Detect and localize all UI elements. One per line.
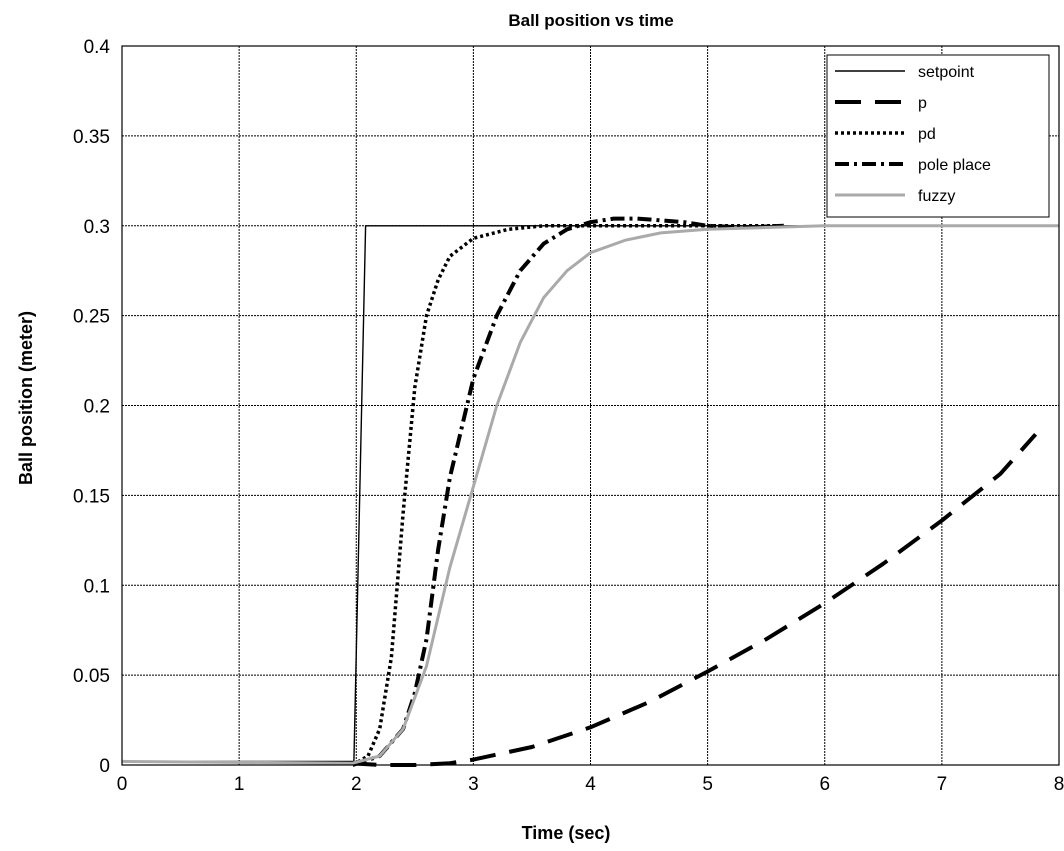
y-tick-label: 0.15 [73,486,110,507]
y-tick-labels: 0 0.05 0.1 0.15 0.2 0.25 0.3 0.35 0.4 [73,37,110,777]
y-axis-label: Ball position (meter) [16,311,36,485]
legend-label: p [918,95,927,112]
y-tick-label: 0.2 [84,397,110,418]
series-line-pole-place [352,216,784,767]
legend: setpoint p pd pole place fuzzy [826,54,1050,218]
y-tick-label: 0.3 [84,217,110,238]
y-tick-label: 0.35 [73,127,110,148]
x-tick-label: 0 [117,774,128,795]
y-tick-label: 0 [99,756,110,777]
x-tick-label: 2 [351,774,362,795]
y-tick-label: 0.1 [84,576,110,597]
x-tick-label: 3 [468,774,479,795]
x-tick-labels: 0 1 2 3 4 5 6 7 8 [117,774,1064,795]
x-tick-label: 5 [702,774,713,795]
x-tick-label: 7 [937,774,948,795]
x-axis-label: Time (sec) [522,823,611,843]
legend-label: pole place [918,157,991,174]
x-tick-label: 6 [819,774,830,795]
plot-frame [121,45,1060,766]
y-tick-label: 0.4 [84,37,111,58]
legend-box [826,54,1050,218]
series-line-fuzzy [121,224,1059,765]
x-tick-label: 4 [585,774,596,795]
legend-label: setpoint [918,64,975,81]
series-line-p [350,432,1038,767]
y-tick-label: 0.05 [73,666,110,687]
series-layer [121,216,1059,767]
y-tick-label: 0.25 [73,307,110,328]
legend-label: fuzzy [918,188,955,205]
chart-title: Ball position vs time [508,11,673,30]
x-tick-label: 1 [234,774,245,795]
x-tick-label: 8 [1054,774,1064,795]
legend-label: pd [918,126,936,143]
